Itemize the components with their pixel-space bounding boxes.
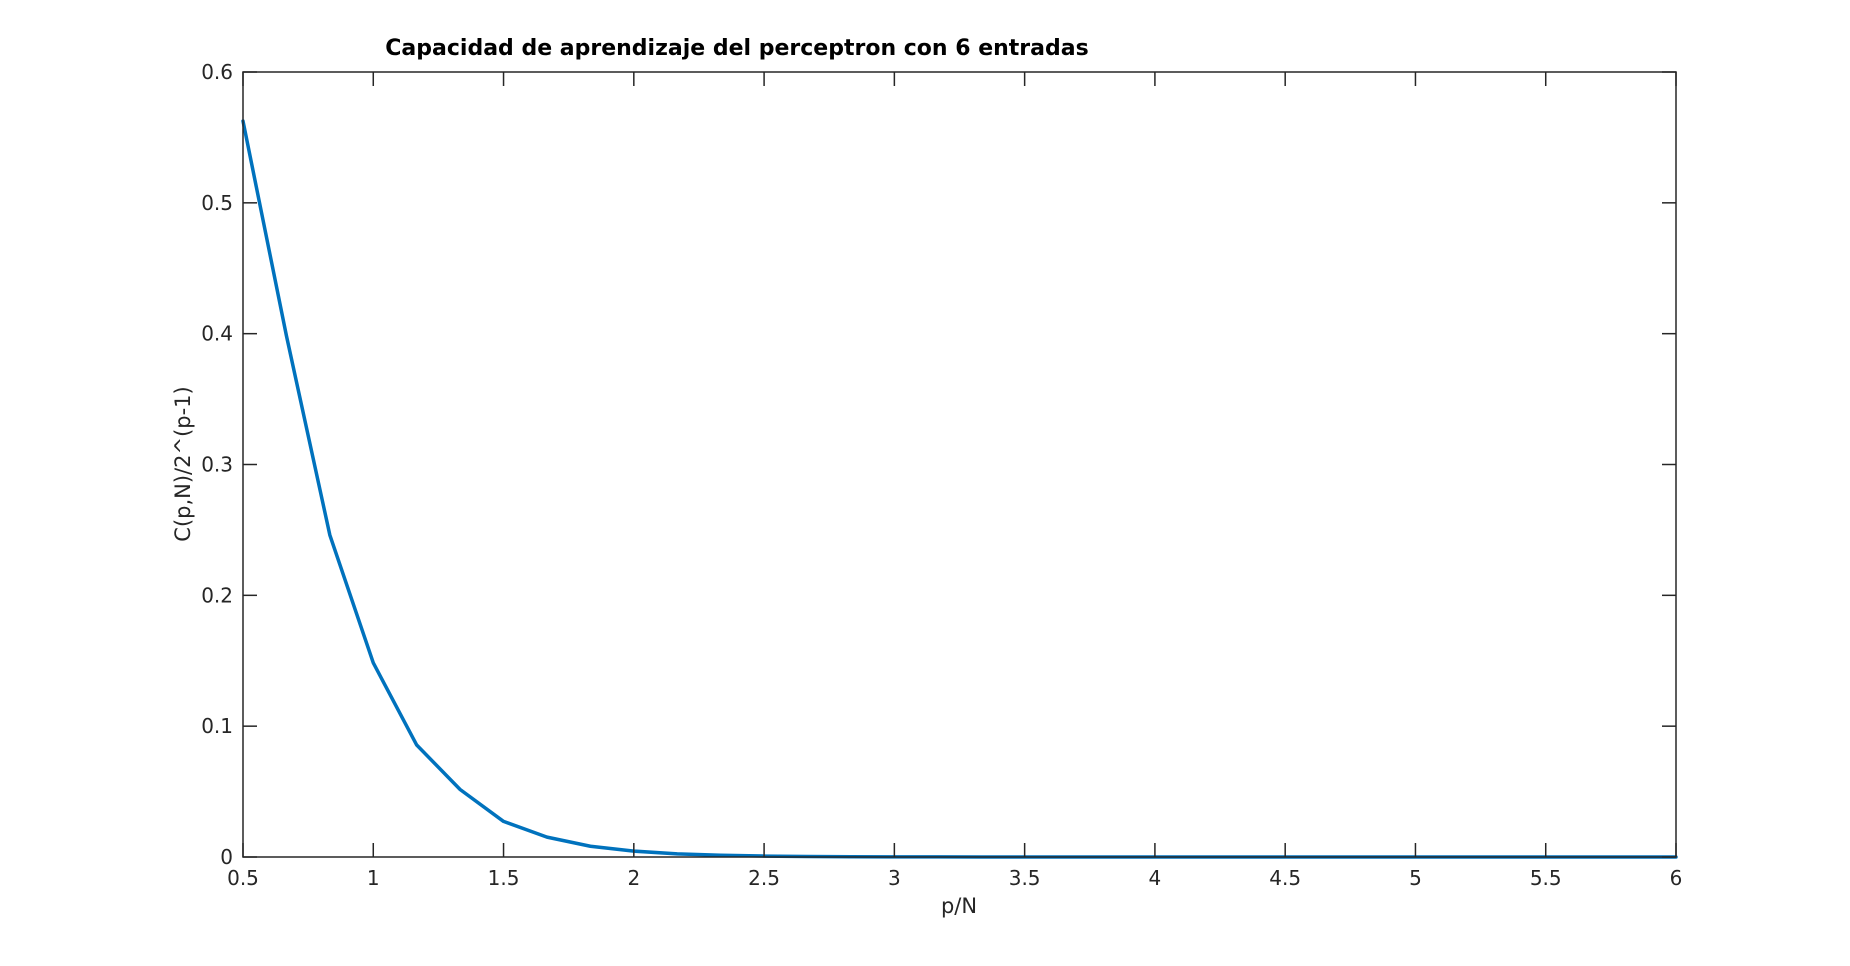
x-tick-label: 2 — [627, 866, 640, 890]
data-layer — [241, 119, 1678, 859]
y-axis-label: C(p,N)/2^(p-1) — [171, 386, 195, 541]
x-axis-label: p/N — [941, 894, 977, 918]
y-tick-label: 0 — [220, 845, 233, 869]
x-tick-label: 2.5 — [748, 866, 780, 890]
y-tick-label: 0.6 — [201, 60, 233, 84]
y-tick-label: 0.2 — [201, 583, 233, 607]
axes-box — [242, 71, 1677, 858]
y-tick-label: 0.1 — [201, 714, 233, 738]
y-tick-label: 0.3 — [201, 453, 233, 477]
x-tick-label: 3 — [888, 866, 901, 890]
x-tick-label: 3.5 — [1009, 866, 1041, 890]
x-axis: 0.5 1 1.5 2 2.5 3 3.5 4 4.5 5 5.5 6 — [227, 72, 1682, 890]
x-tick-label: 5.5 — [1530, 866, 1562, 890]
x-tick-label: 4 — [1149, 866, 1162, 890]
x-tick-label: 0.5 — [227, 866, 259, 890]
chart-title: Capacidad de aprendizaje del perceptron … — [385, 36, 1088, 61]
x-tick-label: 6 — [1670, 866, 1683, 890]
y-axis: 0 0.1 0.2 0.3 0.4 0.5 0.6 — [201, 60, 1676, 869]
x-tick-label: 5 — [1409, 866, 1422, 890]
x-tick-label: 1.5 — [488, 866, 520, 890]
series-line — [241, 119, 1678, 859]
x-tick-label: 1 — [367, 866, 380, 890]
y-tick-label: 0.5 — [201, 191, 233, 215]
x-tick-label: 4.5 — [1269, 866, 1301, 890]
y-tick-label: 0.4 — [201, 322, 233, 346]
